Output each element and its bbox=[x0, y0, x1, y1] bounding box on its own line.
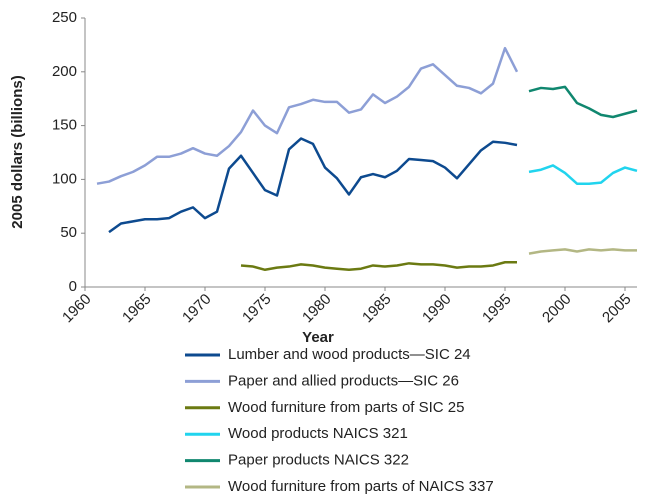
y-tick-label: 200 bbox=[52, 63, 77, 80]
series-line bbox=[108, 137, 518, 234]
x-tick-label: 2005 bbox=[599, 291, 635, 327]
x-tick-label: 1970 bbox=[179, 291, 215, 327]
x-tick-label: 1985 bbox=[359, 291, 395, 327]
series-line bbox=[528, 164, 638, 185]
x-tick-label: 1960 bbox=[59, 291, 95, 327]
series-line bbox=[240, 261, 517, 272]
x-tick-label: 1965 bbox=[119, 291, 155, 327]
y-tick-label: 0 bbox=[69, 278, 77, 295]
y-tick-label: 50 bbox=[60, 224, 77, 241]
legend-label: Paper and allied products—SIC 26 bbox=[228, 372, 459, 389]
x-tick-label: 1990 bbox=[419, 291, 455, 327]
y-tick-label: 150 bbox=[52, 117, 77, 134]
legend-label: Wood furniture from parts of NAICS 337 bbox=[228, 478, 494, 495]
series-line bbox=[528, 85, 638, 119]
x-tick-label: 1975 bbox=[239, 291, 275, 327]
y-axis-label: 2005 dollars (billions) bbox=[9, 75, 26, 228]
x-tick-label: 1980 bbox=[299, 291, 335, 327]
series-line bbox=[96, 46, 519, 185]
y-tick-label: 100 bbox=[52, 170, 77, 187]
series-line bbox=[528, 248, 637, 255]
x-tick-label: 1995 bbox=[479, 291, 515, 327]
x-tick-label: 2000 bbox=[539, 291, 575, 327]
legend-label: Wood products NAICS 321 bbox=[228, 425, 408, 442]
y-tick-label: 250 bbox=[52, 9, 77, 26]
legend-label: Paper products NAICS 322 bbox=[228, 452, 409, 469]
legend-label: Wood furniture from parts of SIC 25 bbox=[228, 399, 465, 416]
x-axis-label: Year bbox=[302, 329, 334, 346]
legend-label: Lumber and wood products—SIC 24 bbox=[228, 346, 471, 363]
